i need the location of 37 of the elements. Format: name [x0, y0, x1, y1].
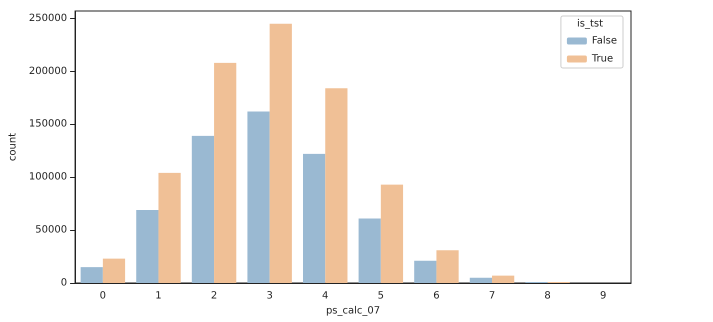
bar [192, 136, 214, 283]
bar [102, 258, 126, 283]
y-axis-title: count [8, 132, 18, 162]
y-tick-label: 50000 [35, 224, 68, 236]
x-tick-label: 8 [544, 290, 551, 302]
bar [436, 250, 459, 283]
x-tick-label: 4 [322, 290, 328, 302]
y-tick-label: 200000 [28, 66, 68, 77]
y-tick-label: 150000 [28, 118, 68, 130]
bar [158, 172, 181, 283]
x-tick-label: 5 [378, 290, 384, 302]
x-tick-label: 6 [433, 290, 440, 302]
bar [380, 184, 404, 283]
x-tick-label: 7 [488, 290, 496, 302]
bar [303, 154, 326, 283]
x-tick-label: 1 [155, 290, 162, 302]
legend-label: True [590, 54, 614, 64]
x-tick-label: 9 [600, 290, 606, 302]
bar [136, 210, 158, 283]
x-tick-label: 2 [210, 290, 218, 302]
bar [80, 267, 103, 283]
x-tick-label: 0 [100, 290, 106, 302]
bar [325, 88, 348, 283]
bar [214, 62, 236, 283]
y-tick-label: 250000 [28, 12, 68, 24]
y-tick-label: 100000 [28, 172, 68, 183]
y-tick-label: 0 [60, 278, 68, 288]
bar [358, 218, 381, 283]
bar [470, 278, 492, 283]
x-tick-label: 3 [266, 290, 273, 302]
bar [492, 276, 514, 283]
legend-label: False [592, 36, 618, 46]
bar [270, 24, 292, 283]
legend-title: is_tst [576, 18, 604, 30]
bar [247, 112, 270, 283]
bar [414, 260, 436, 283]
x-axis-title: ps_calc_07 [326, 305, 380, 316]
